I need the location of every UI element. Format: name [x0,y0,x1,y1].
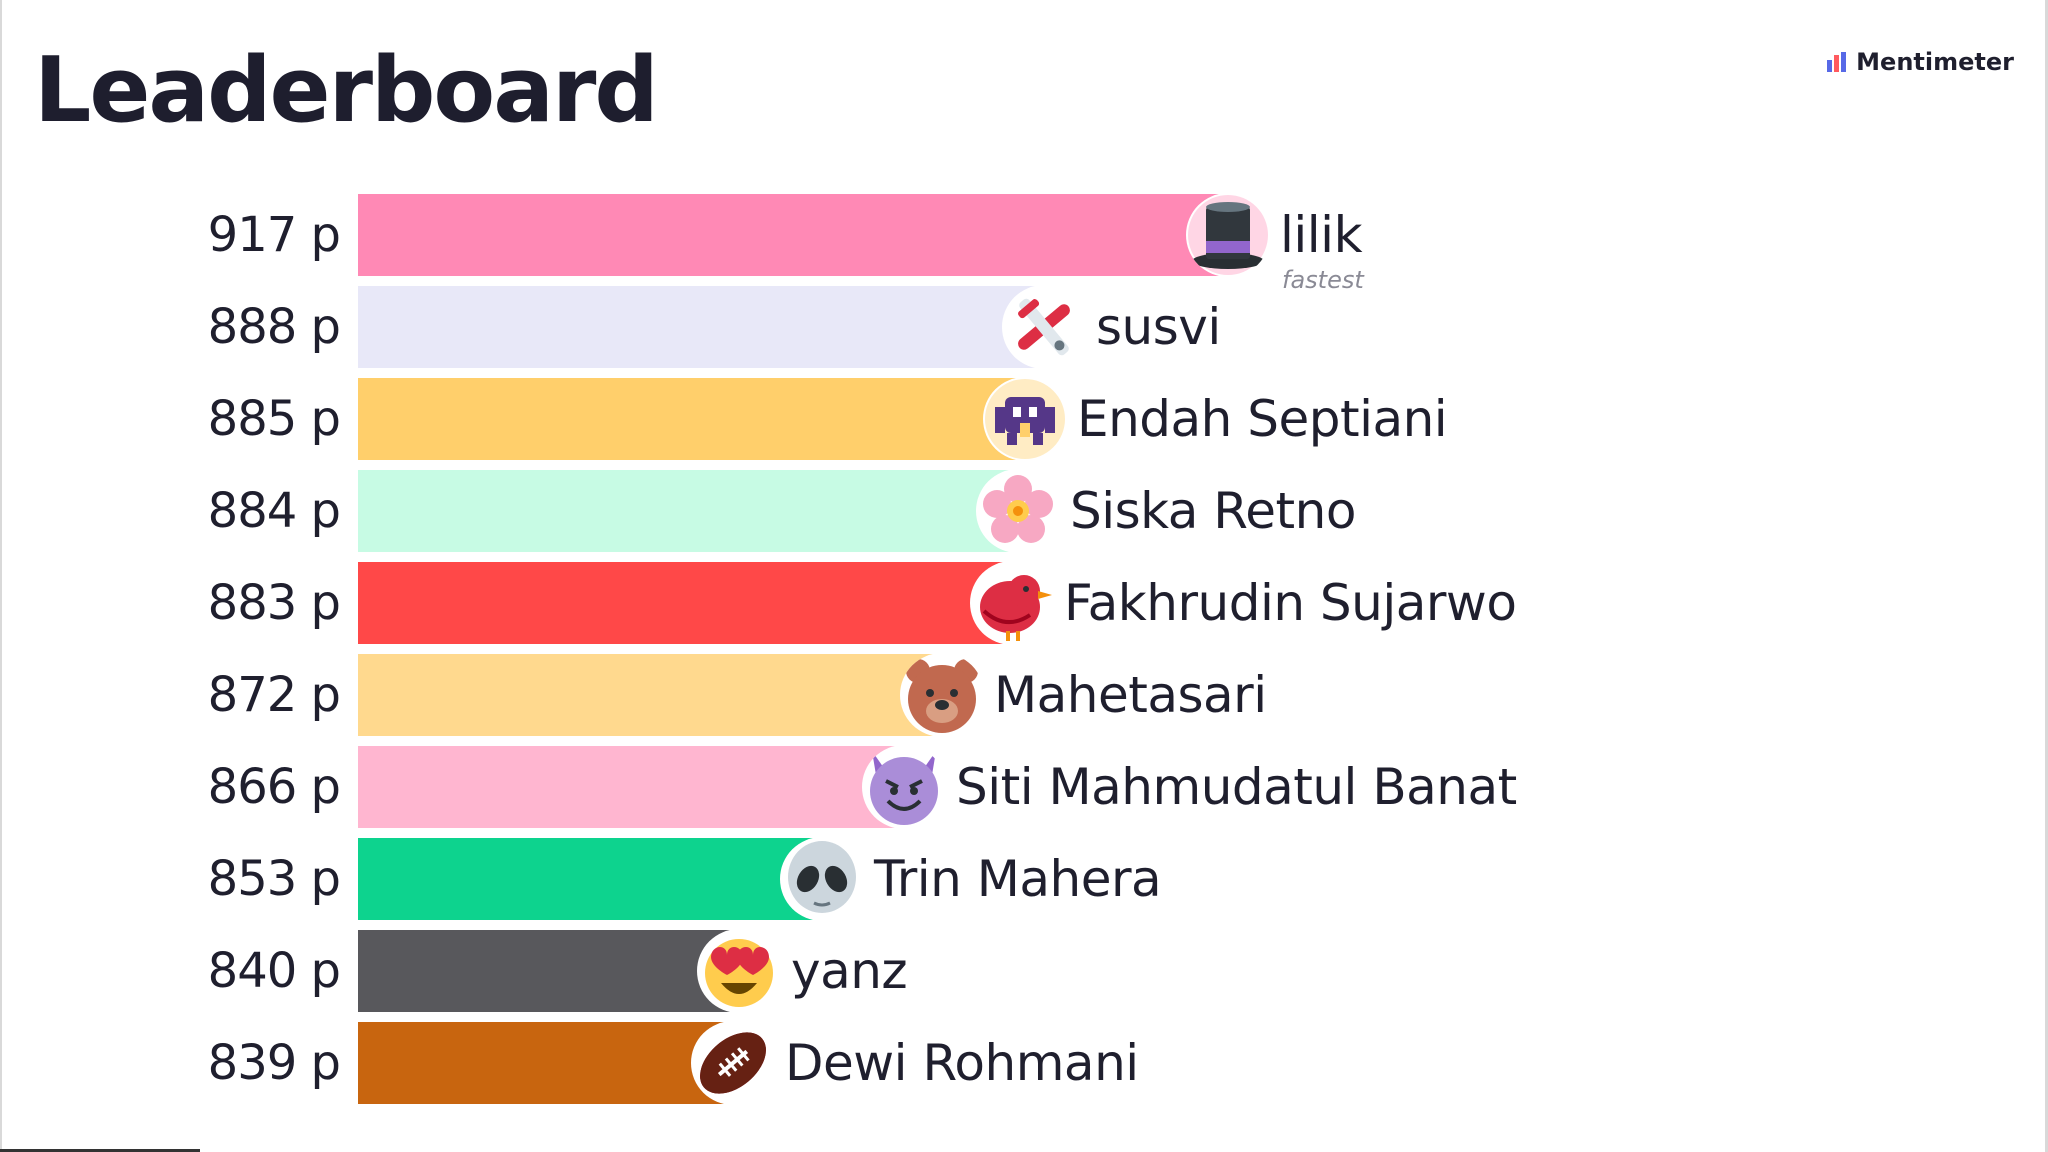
cherry-blossom-icon [976,469,1060,553]
score-bar [358,378,1025,460]
participant-name: Trin Mahera [874,850,1162,908]
bottom-divider [0,1149,200,1152]
alien-icon [780,837,864,921]
participant-name: Endah Septiani [1077,390,1448,448]
smiling-devil-icon [862,745,946,829]
participant-name: Siti Mahmudatul Banat [956,758,1517,816]
score-label: 917 p [207,207,341,263]
participant-name: susvi [1096,298,1221,356]
football-icon [691,1021,775,1105]
page-title: Leaderboard [34,38,659,143]
leaderboard-row: 885 p Endah Septiani [0,376,2048,462]
brand-name: Mentimeter [1856,48,2014,76]
frame-right-edge [2045,0,2048,1152]
score-bar [358,194,1228,276]
score-label: 888 p [207,299,341,355]
score-bar [358,930,739,1012]
leaderboard-row: 917 p lilik fastest [0,192,2048,294]
leaderboard-row: 888 p susvi [0,284,2048,370]
frame-left-edge [0,0,2,1152]
score-label: 883 p [207,575,341,631]
red-bird-icon [970,561,1054,645]
airplane-icon [1002,285,1086,369]
score-label: 885 p [207,391,341,447]
leaderboard-row: 840 p yanz [0,928,2048,1014]
participant-name: yanz [791,942,908,1000]
top-hat-icon [1186,193,1270,277]
space-invader-icon [983,377,1067,461]
bear-face-icon [900,653,984,737]
participant-name: Siska Retno [1070,482,1356,540]
leaderboard-row: 866 p Siti Mahmudatul Banat [0,744,2048,830]
score-label: 840 p [207,943,341,999]
score-bar [358,1022,733,1104]
participant-name: Fakhrudin Sujarwo [1064,574,1517,632]
heart-eyes-icon [697,929,781,1013]
participant-name: lilik [1280,206,1363,264]
leaderboard-row: 839 p Dewi Rohmani [0,1020,2048,1106]
participant-name: Mahetasari [994,666,1267,724]
score-bar [358,838,822,920]
score-bar [358,746,904,828]
leaderboard-row: 884 p Siska Retno [0,468,2048,554]
score-label: 884 p [207,483,341,539]
score-bar [358,286,1044,368]
leaderboard-row: 883 p Fakhrudin Sujarwo [0,560,2048,646]
mentimeter-logo-icon [1827,52,1847,72]
score-label: 866 p [207,759,341,815]
participant-name: Dewi Rohmani [785,1034,1139,1092]
leaderboard-row: 853 p Trin Mahera [0,836,2048,922]
score-bar [358,470,1018,552]
score-label: 853 p [207,851,341,907]
score-label: 839 p [207,1035,341,1091]
score-bar [358,562,1012,644]
brand-badge: Mentimeter [1826,48,2014,76]
leaderboard-row: 872 p Mahetasari [0,652,2048,738]
score-bar [358,654,942,736]
fastest-tag: fastest [1282,266,1364,294]
score-label: 872 p [207,667,341,723]
